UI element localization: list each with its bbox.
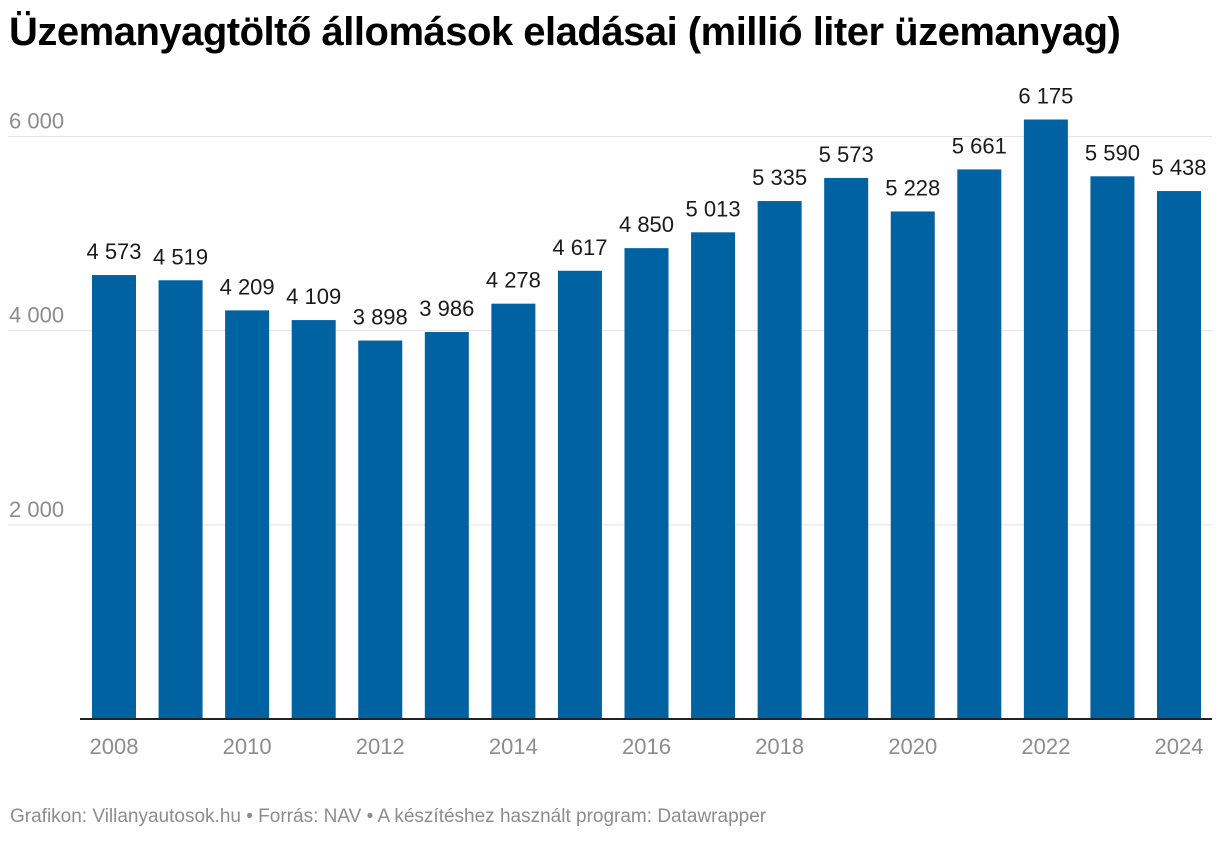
- value-label: 4 109: [286, 284, 341, 309]
- bar: [1090, 176, 1135, 719]
- x-tick-label: 2024: [1155, 734, 1204, 759]
- bar: [824, 177, 869, 719]
- bar: [890, 211, 935, 719]
- y-tick-label: 4 000: [9, 303, 64, 328]
- x-tick-label: 2016: [622, 734, 671, 759]
- value-label: 5 438: [1151, 155, 1206, 180]
- bar: [358, 340, 403, 719]
- bar: [957, 169, 1002, 719]
- bar: [691, 232, 736, 720]
- value-label: 5 590: [1085, 140, 1140, 165]
- value-label: 4 519: [153, 244, 208, 269]
- value-label: 5 573: [819, 142, 874, 167]
- value-label: 5 013: [686, 196, 741, 221]
- value-label: 5 661: [952, 133, 1007, 158]
- value-label: 3 898: [353, 305, 408, 330]
- bar: [424, 332, 469, 719]
- bar: [1023, 119, 1068, 719]
- y-tick-label: 6 000: [9, 109, 64, 134]
- y-tick-label: 2 000: [9, 497, 64, 522]
- footer-source: Forrás: NAV: [258, 806, 362, 827]
- value-label: 4 209: [220, 274, 275, 299]
- chart-title: Üzemanyagtöltő állomások eladásai (milli…: [9, 10, 1121, 54]
- bar: [491, 303, 536, 719]
- chart-footer: Grafikon: Villanyautosok.hu • Forrás: NA…: [10, 806, 766, 828]
- x-tick-label: 2014: [489, 734, 538, 759]
- bar: [624, 248, 669, 720]
- bar: [291, 320, 336, 719]
- value-label: 6 175: [1018, 84, 1073, 109]
- x-tick-label: 2010: [223, 734, 272, 759]
- bar: [158, 280, 203, 719]
- footer-separator: •: [246, 806, 253, 827]
- value-label: 3 986: [419, 296, 474, 321]
- value-label: 4 850: [619, 212, 674, 237]
- x-tick-label: 2012: [356, 734, 405, 759]
- value-label: 4 573: [86, 239, 141, 264]
- value-label: 4 278: [486, 268, 541, 293]
- x-tick-label: 2018: [755, 734, 804, 759]
- bar: [557, 270, 602, 719]
- value-label: 5 335: [752, 165, 807, 190]
- footer-credit: Grafikon: Villanyautosok.hu: [10, 806, 241, 827]
- x-tick-label: 2008: [90, 734, 139, 759]
- bar: [1157, 191, 1201, 719]
- bar: [92, 275, 136, 719]
- footer-tool: A készítéshez használt program: Datawrap…: [377, 806, 767, 827]
- value-label: 4 617: [552, 235, 607, 260]
- bar: [225, 310, 270, 719]
- x-tick-label: 2020: [888, 734, 937, 759]
- x-tick-label: 2022: [1021, 734, 1070, 759]
- value-label: 5 228: [885, 175, 940, 200]
- footer-separator: •: [366, 806, 374, 827]
- bar: [757, 201, 802, 719]
